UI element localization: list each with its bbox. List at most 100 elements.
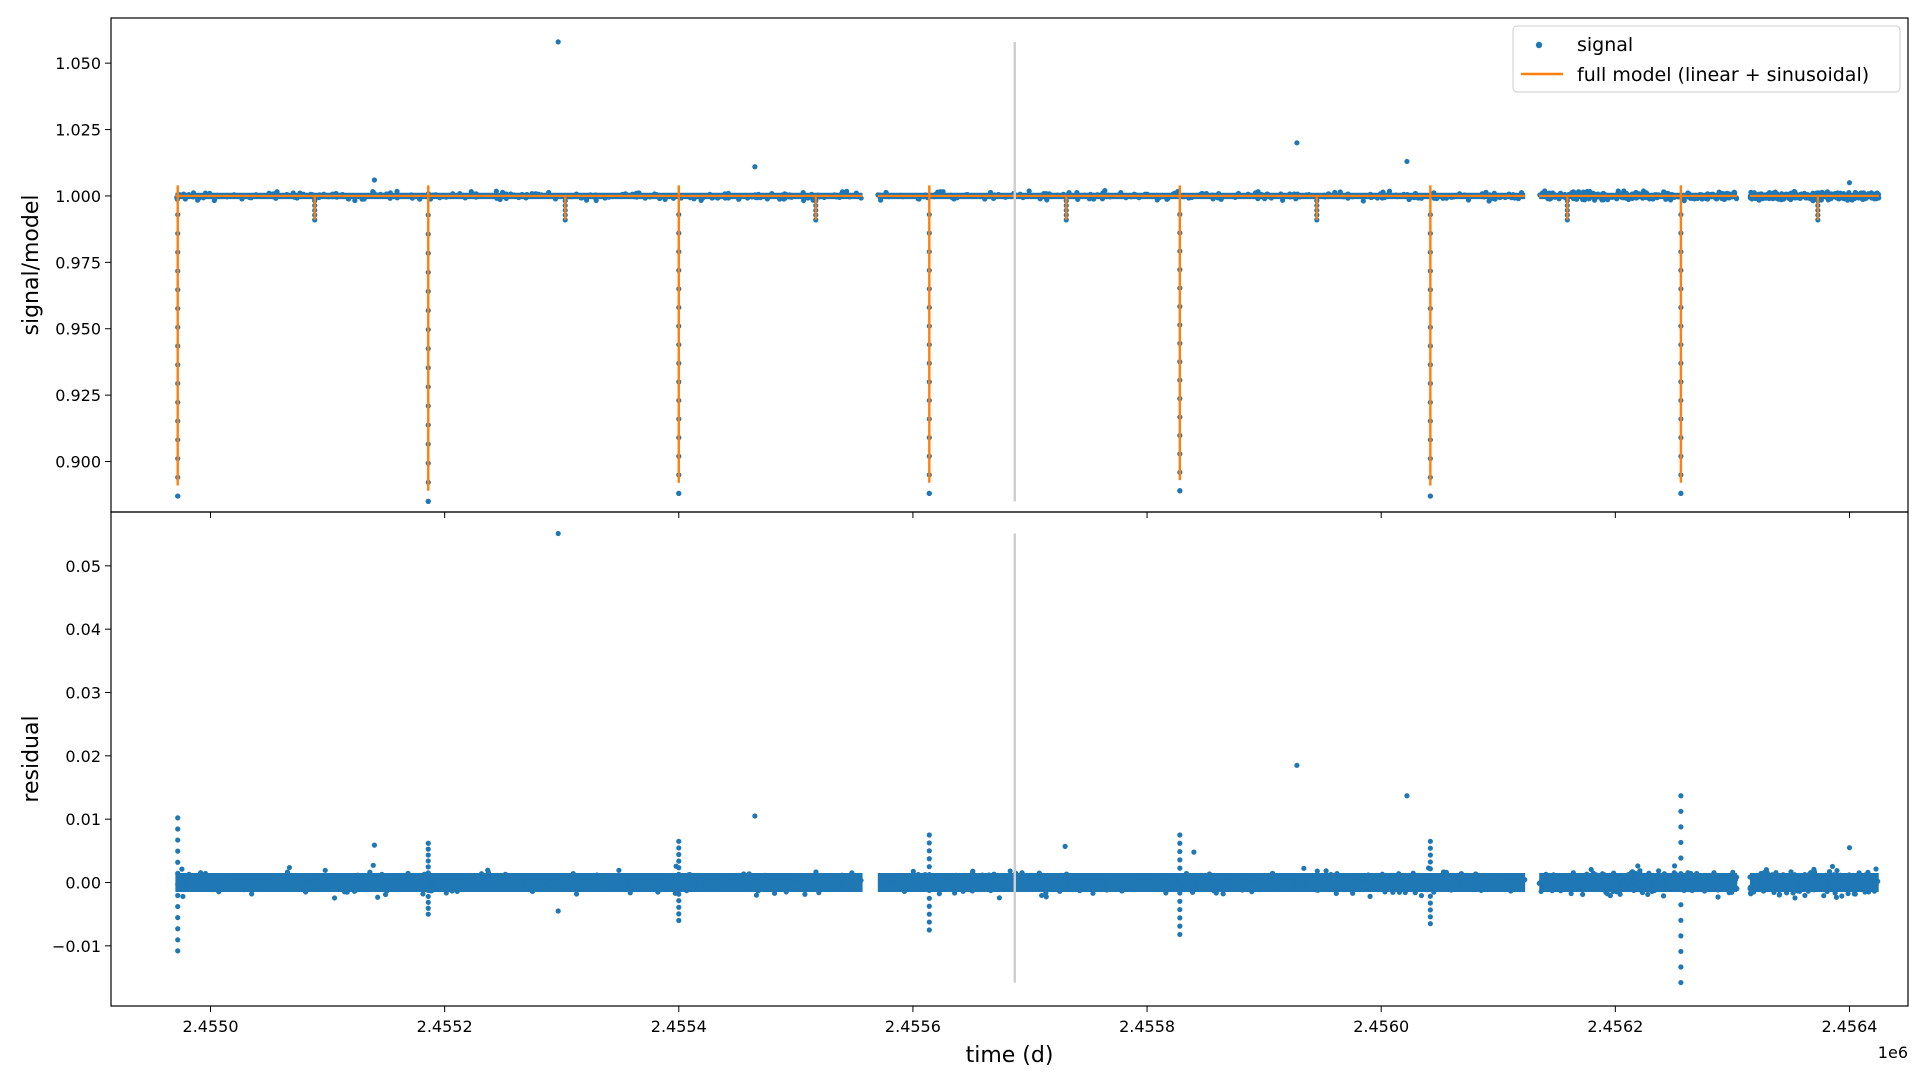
data-point	[1007, 877, 1013, 883]
data-point	[387, 879, 393, 885]
data-point	[1846, 872, 1852, 878]
data-point	[1293, 196, 1299, 202]
data-point	[1678, 979, 1684, 986]
data-point	[911, 872, 918, 878]
data-point	[844, 188, 850, 194]
data-point	[1177, 915, 1183, 921]
data-point	[203, 879, 209, 885]
data-point	[228, 882, 235, 888]
outlier-point	[1846, 180, 1853, 186]
data-point	[425, 876, 431, 882]
data-point	[1852, 891, 1858, 897]
outlier-point	[555, 39, 561, 45]
data-point	[1711, 870, 1717, 876]
data-point	[812, 876, 818, 882]
data-point	[1678, 839, 1684, 846]
data-point	[721, 874, 727, 880]
data-point	[986, 872, 992, 878]
data-point	[206, 886, 212, 892]
data-point	[1763, 867, 1770, 873]
data-point	[1269, 870, 1276, 876]
data-point	[1668, 197, 1674, 203]
data-point	[425, 498, 431, 504]
data-point	[1177, 906, 1183, 913]
data-point	[1678, 948, 1684, 955]
data-point	[657, 195, 663, 202]
data-point	[1872, 879, 1878, 885]
data-point	[1802, 892, 1808, 899]
data-point	[1512, 882, 1519, 888]
data-point	[1062, 877, 1068, 883]
data-point	[733, 880, 739, 886]
data-point	[1427, 866, 1433, 872]
data-point	[1272, 878, 1278, 884]
data-point	[425, 840, 431, 846]
data-point	[759, 875, 765, 881]
data-point	[642, 881, 648, 887]
data-point	[283, 878, 290, 884]
data-point	[1177, 890, 1183, 896]
data-point	[1164, 196, 1170, 202]
data-point	[505, 875, 511, 881]
data-point	[1039, 892, 1045, 899]
data-point	[1642, 874, 1649, 881]
data-point	[1584, 871, 1590, 877]
data-point	[1540, 879, 1546, 885]
data-point	[878, 197, 884, 203]
data-point	[1239, 887, 1246, 893]
legend-box	[1512, 25, 1901, 93]
data-point	[886, 880, 892, 886]
data-point	[1132, 876, 1138, 883]
data-point	[1835, 190, 1841, 196]
data-point	[425, 864, 431, 870]
data-point	[474, 881, 481, 887]
data-point	[1625, 878, 1632, 884]
data-point	[355, 872, 361, 878]
data-point	[344, 873, 350, 879]
data-point	[1690, 883, 1696, 890]
data-point	[1839, 893, 1845, 899]
data-point	[555, 873, 562, 879]
data-point	[632, 879, 638, 885]
data-point	[969, 885, 976, 892]
data-point	[1756, 873, 1762, 879]
data-point	[1255, 878, 1261, 884]
data-point	[524, 881, 530, 887]
data-point	[1873, 866, 1879, 872]
data-point	[1792, 895, 1798, 901]
data-point	[1871, 888, 1878, 894]
y-tick-label: 0.05	[65, 557, 101, 576]
data-point	[856, 878, 862, 884]
data-point	[352, 882, 358, 888]
data-point	[783, 889, 789, 895]
data-point	[1427, 921, 1433, 927]
y-tick-label: 1.000	[55, 187, 101, 206]
data-point	[1075, 196, 1081, 202]
data-point	[756, 881, 762, 887]
data-point	[797, 880, 803, 886]
data-point	[319, 874, 326, 880]
data-point	[767, 880, 773, 887]
data-point	[986, 882, 992, 889]
data-point	[970, 869, 976, 875]
data-point	[380, 879, 387, 885]
x-tick-label: 2.4554	[651, 1017, 707, 1036]
data-point	[1642, 882, 1648, 888]
data-point	[1574, 196, 1580, 202]
data-point	[443, 887, 449, 893]
data-point	[1656, 868, 1662, 874]
data-point	[1024, 877, 1031, 883]
data-point	[840, 881, 847, 887]
y-tick-label: 0.02	[65, 747, 101, 766]
data-point	[415, 874, 421, 881]
data-point	[1593, 872, 1599, 878]
axes-frame	[110, 511, 1909, 1007]
data-point	[1505, 880, 1511, 887]
data-point	[987, 189, 994, 196]
data-point	[1427, 879, 1433, 886]
data-point	[1410, 870, 1416, 876]
data-point	[1730, 869, 1736, 875]
data-point	[996, 877, 1002, 883]
data-point	[433, 879, 439, 885]
data-point	[666, 881, 672, 887]
